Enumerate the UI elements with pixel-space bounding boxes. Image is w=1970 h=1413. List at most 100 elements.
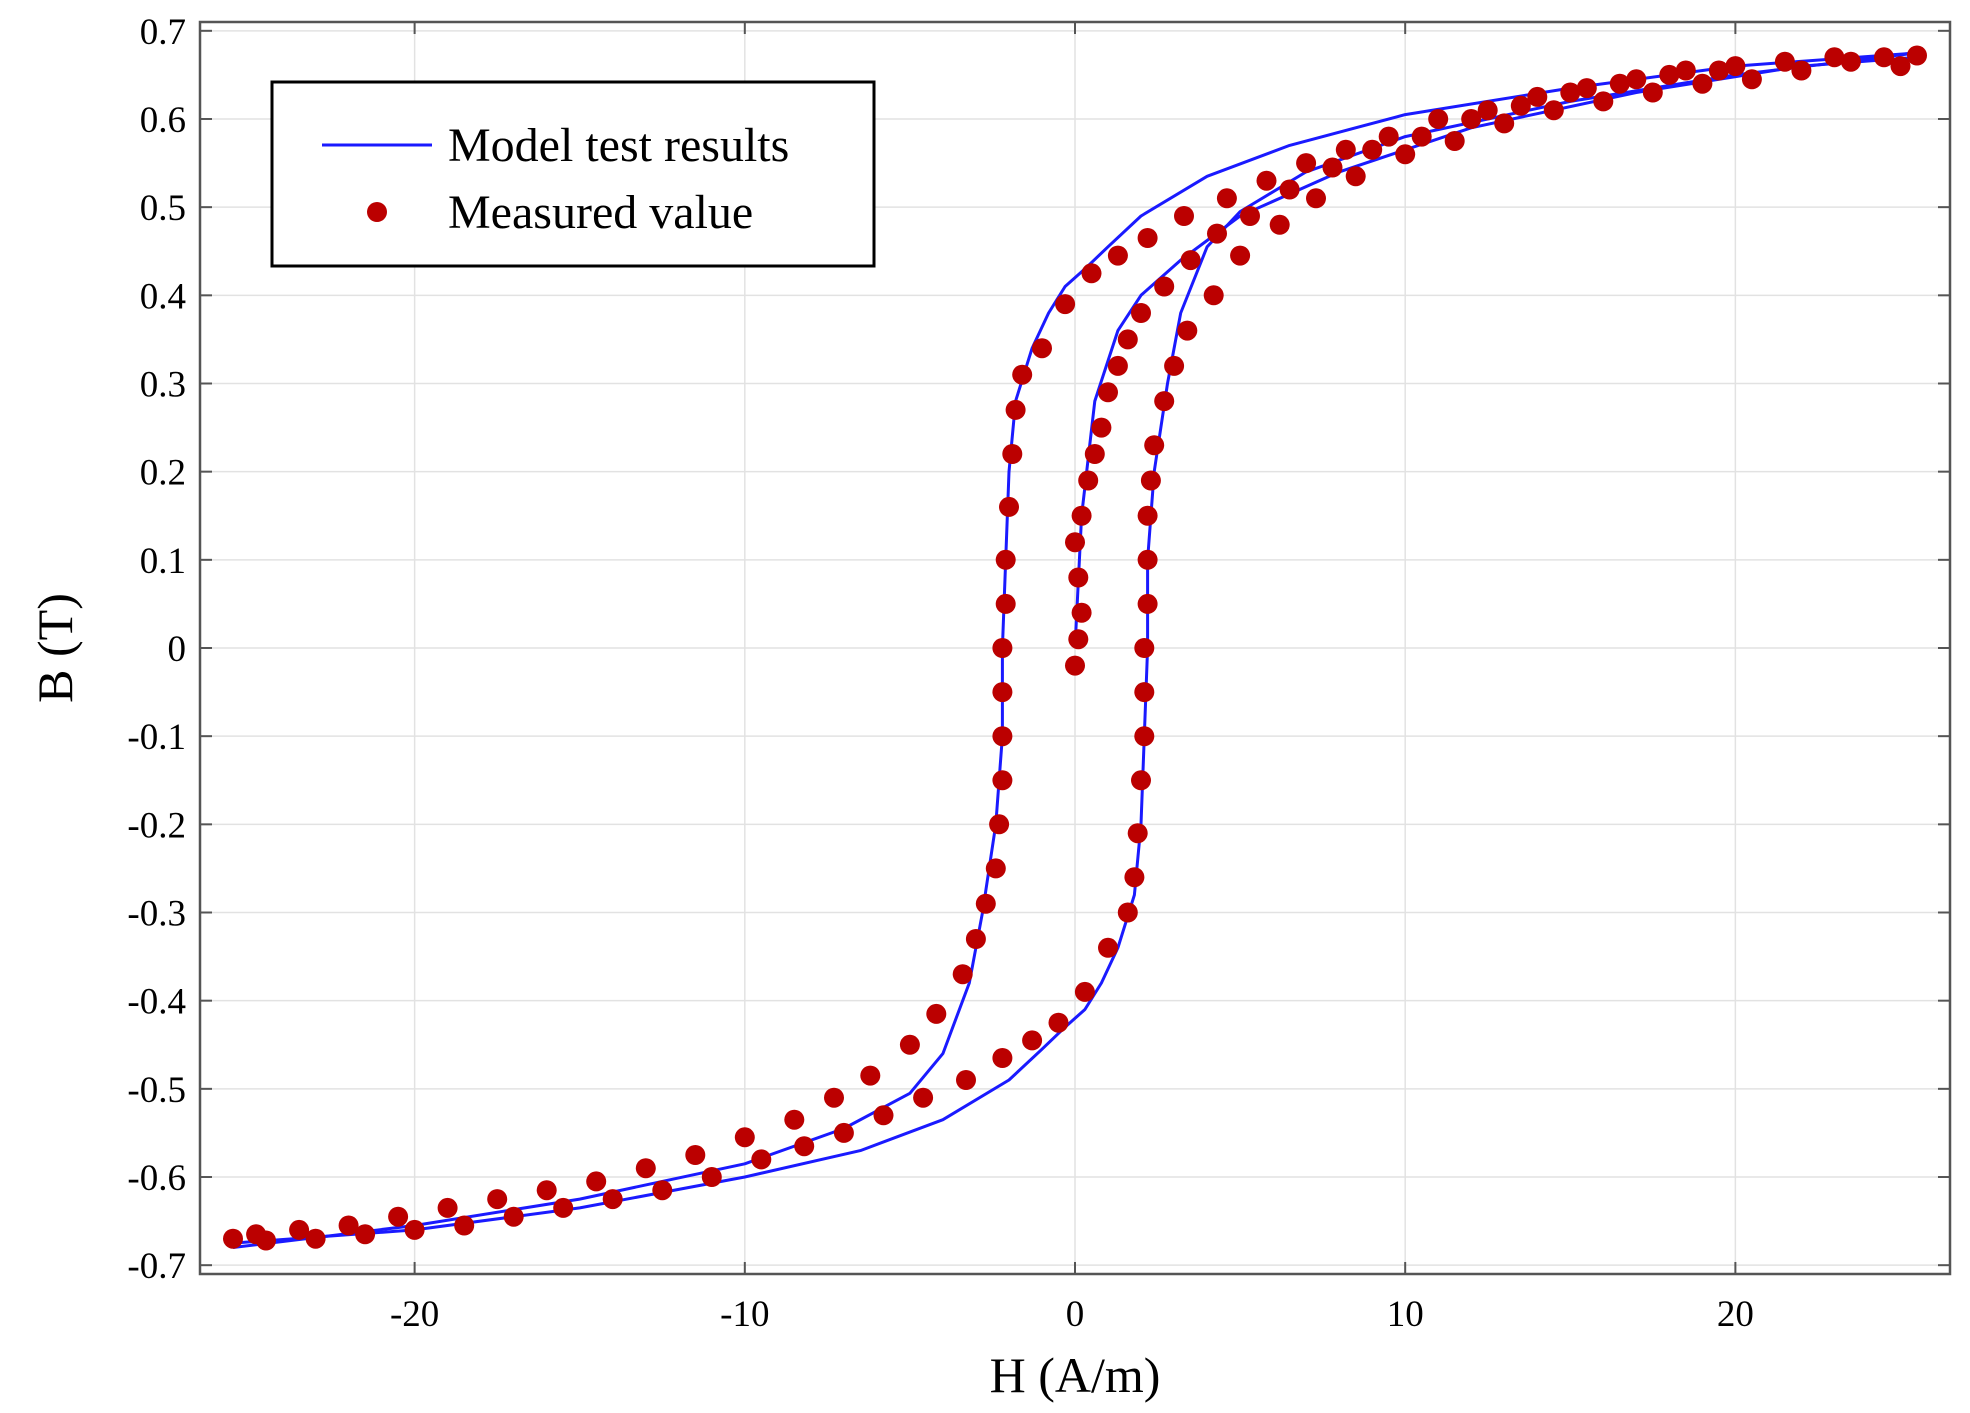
measured-point	[701, 1167, 722, 1187]
measured-point	[734, 1127, 755, 1148]
measured-point	[1510, 95, 1531, 116]
measured-point	[1065, 532, 1085, 553]
measured-point	[454, 1215, 475, 1236]
measured-point	[1527, 86, 1548, 107]
measured-point	[1134, 638, 1155, 658]
measured-point	[1494, 113, 1515, 134]
measured-point	[1005, 399, 1026, 420]
measured-point	[1216, 188, 1237, 209]
measured-point	[388, 1206, 409, 1227]
measured-point	[1124, 867, 1145, 888]
measured-point	[1131, 303, 1151, 323]
measured-point	[1240, 206, 1260, 226]
measured-point	[1137, 228, 1158, 248]
measured-point	[794, 1136, 815, 1157]
y-tick-label: 0.6	[140, 100, 186, 141]
measured-point	[1890, 56, 1911, 77]
measured-point	[824, 1087, 844, 1108]
measured-point	[1098, 382, 1118, 403]
measured-point	[1256, 170, 1277, 191]
measured-point	[992, 1048, 1013, 1068]
measured-point	[1279, 179, 1300, 200]
measured-point	[992, 682, 1013, 703]
measured-point	[1626, 69, 1647, 90]
measured-point	[1840, 51, 1861, 72]
measured-point	[1362, 139, 1383, 160]
measured-point	[1675, 60, 1696, 81]
measured-point	[1055, 294, 1076, 315]
x-tick-label: 10	[1387, 1294, 1424, 1335]
measured-point	[985, 858, 1006, 879]
measured-point	[1874, 47, 1894, 68]
measured-point	[487, 1189, 508, 1210]
measured-point	[995, 593, 1016, 614]
y-axis-ticks: 0.7 0.6 0.5 0.4 0.3 0.2 0.1 0 -0.1 -0.2 -0.3 -0.4 -0…	[127, 12, 1950, 1287]
measured-point	[1692, 73, 1713, 94]
y-tick-label: -0.3	[127, 894, 186, 935]
measured-point	[1137, 505, 1158, 526]
measured-point	[1032, 338, 1052, 359]
measured-point	[1078, 470, 1099, 491]
measured-point	[1322, 157, 1343, 178]
y-tick-label: 0	[168, 629, 187, 670]
measured-point	[992, 770, 1013, 791]
y-tick-label: 0.2	[140, 453, 186, 494]
measured-point	[975, 893, 996, 914]
measured-point	[602, 1189, 623, 1210]
legend-marker-swatch	[367, 202, 387, 222]
measured-point	[1117, 329, 1138, 350]
measured-point	[995, 549, 1016, 570]
measured-point	[1725, 56, 1746, 77]
measured-point	[1081, 263, 1102, 284]
measured-point	[1741, 69, 1762, 90]
measured-point	[873, 1105, 894, 1126]
measured-point	[1068, 629, 1089, 650]
measured-point	[913, 1087, 934, 1108]
measured-point	[536, 1180, 557, 1201]
measured-point	[1174, 206, 1194, 226]
measured-point	[989, 814, 1010, 835]
measured-point	[965, 929, 986, 949]
measured-point	[1791, 60, 1812, 81]
model-curve-line	[232, 51, 1918, 1249]
measured-point	[635, 1158, 656, 1179]
legend: Model test results Measured value	[270, 80, 876, 268]
legend-box	[270, 80, 876, 268]
measured-point	[1012, 364, 1033, 385]
measured-point	[1022, 1030, 1043, 1051]
measured-point	[751, 1149, 772, 1170]
measured-point	[784, 1109, 805, 1130]
y-tick-label: -0.4	[127, 982, 186, 1023]
measured-point	[1127, 823, 1148, 844]
legend-label-model: Model test results	[448, 119, 789, 172]
measured-point	[1107, 245, 1128, 266]
measured-point	[1084, 444, 1105, 464]
y-tick-label: 0.4	[140, 276, 186, 317]
measured-point	[1071, 505, 1092, 526]
y-tick-label: 0.5	[140, 188, 186, 229]
measured-point	[1428, 109, 1449, 129]
measured-point	[999, 496, 1019, 517]
measured-point	[1140, 470, 1161, 491]
measured-point	[1659, 64, 1680, 85]
measured-point	[1378, 126, 1399, 147]
measured-point	[1774, 51, 1795, 72]
measured-point	[1444, 131, 1465, 151]
measured-point	[1642, 82, 1663, 103]
measured-point	[652, 1180, 673, 1201]
x-tick-label: 0	[1066, 1294, 1085, 1335]
measured-point	[1576, 78, 1597, 99]
measured-point	[1543, 100, 1564, 121]
measured-point	[1296, 153, 1317, 174]
measured-point	[1609, 73, 1630, 94]
measured-point	[1048, 1012, 1069, 1033]
measured-point	[860, 1065, 881, 1086]
measured-point	[1068, 567, 1089, 588]
measured-point	[503, 1206, 524, 1227]
x-tick-label: 20	[1717, 1294, 1754, 1335]
measured-point	[338, 1215, 359, 1236]
y-tick-label: -0.1	[127, 717, 186, 758]
measured-point	[952, 964, 973, 985]
measured-point	[404, 1219, 425, 1240]
